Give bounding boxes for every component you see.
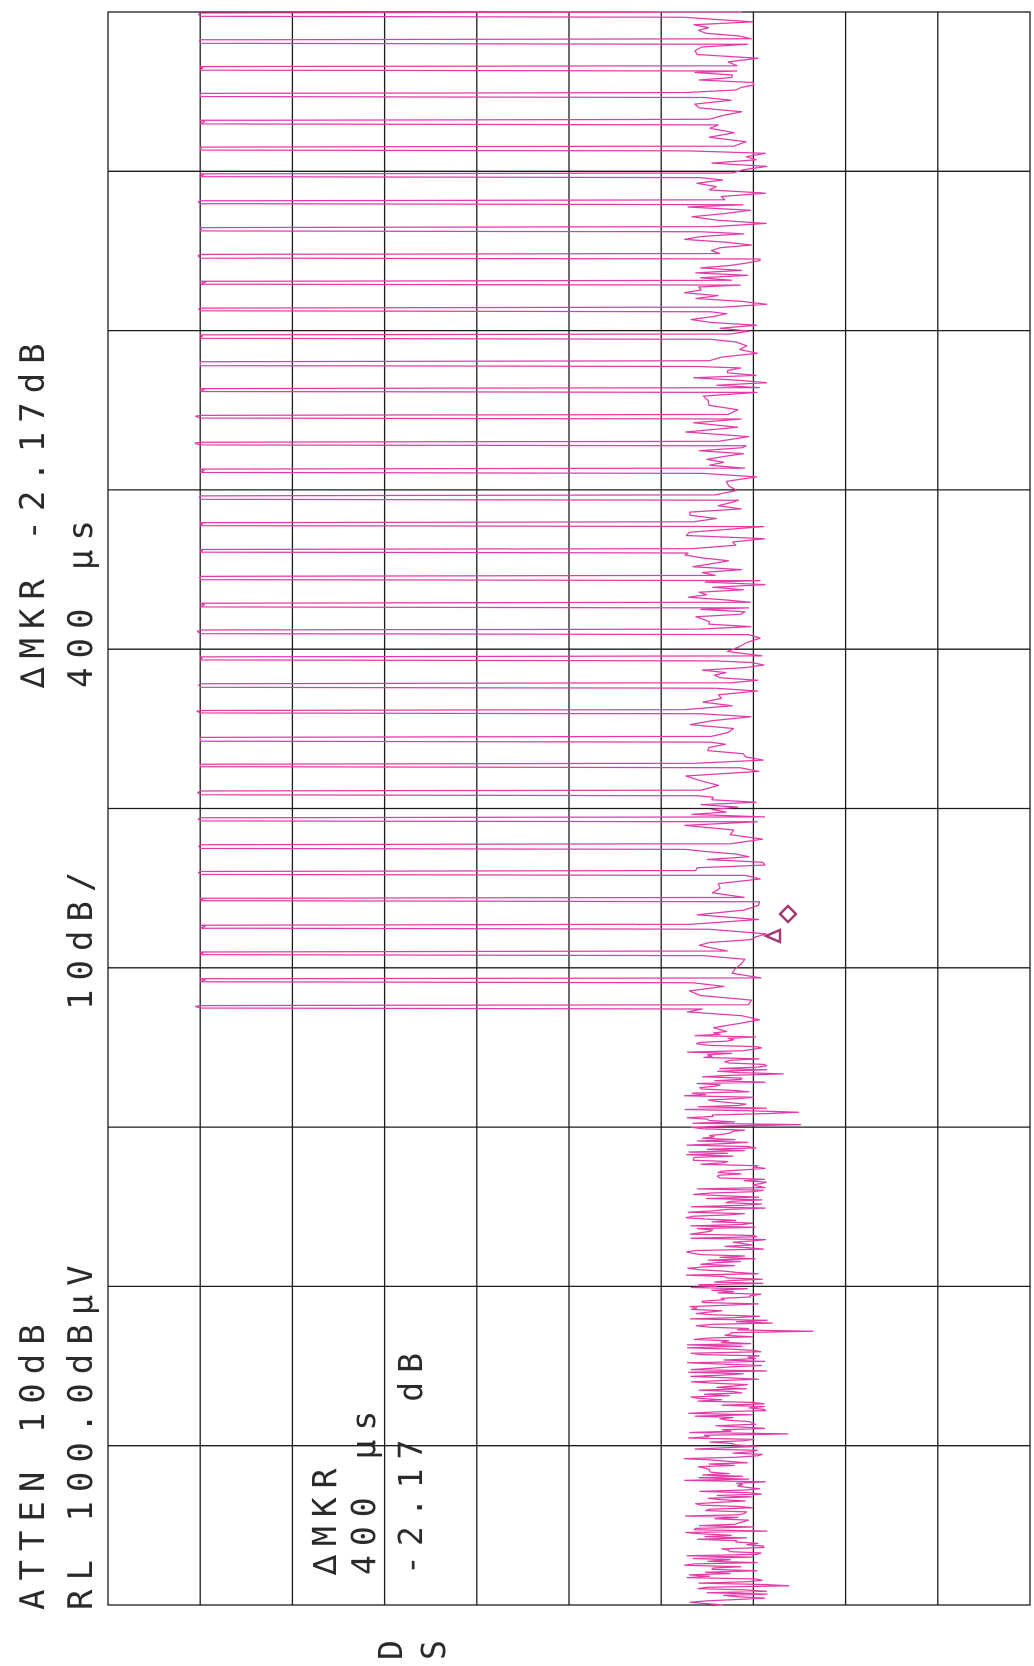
reference-marker-triangle xyxy=(762,928,782,944)
marker-readout-label: ∆MKR xyxy=(305,1460,344,1576)
atten-label: ATTEN 10dB xyxy=(13,1315,53,1610)
signal-trace xyxy=(194,11,814,1606)
delta-marker-diamond xyxy=(778,904,798,924)
delta-markers xyxy=(762,904,798,944)
ref-level-label: RL 100.0dBµV xyxy=(61,1256,101,1610)
footer-s: S xyxy=(414,1631,453,1660)
delta-marker-time-header: 400 µs xyxy=(61,511,101,688)
marker-readout-level: -2.17 dB xyxy=(391,1344,430,1575)
delta-marker-title: ∆MKR -2.17dB xyxy=(13,334,53,689)
graticule xyxy=(107,11,1031,1606)
footer-d: D xyxy=(371,1631,410,1660)
marker-readout-time: 400 µs xyxy=(344,1402,383,1575)
scale-label: 10dB/ xyxy=(61,863,101,1010)
